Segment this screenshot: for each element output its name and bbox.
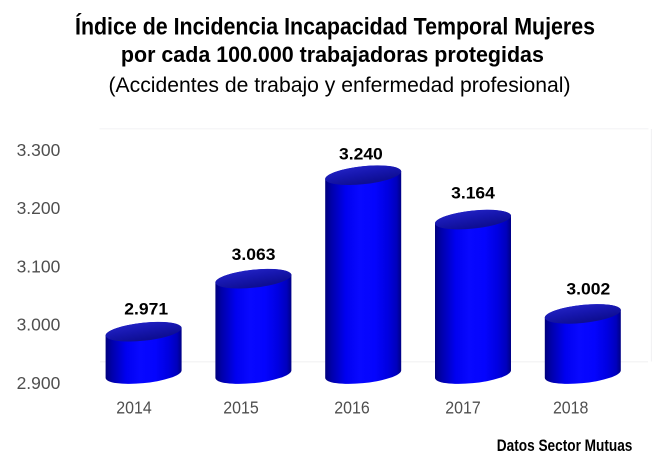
svg-text:Índice de Incidencia Incapacid: Índice de Incidencia Incapacidad Tempora…	[75, 13, 595, 41]
svg-text:3.000: 3.000	[17, 315, 61, 335]
svg-text:3.002: 3.002	[566, 279, 610, 298]
svg-text:3.063: 3.063	[232, 245, 276, 264]
svg-text:(Accidentes de trabajo y enfer: (Accidentes de trabajo y enfermedad prof…	[109, 73, 571, 97]
svg-text:2015: 2015	[223, 397, 259, 417]
svg-text:Datos Sector Mutuas: Datos Sector Mutuas	[497, 436, 633, 455]
svg-text:3.100: 3.100	[17, 256, 61, 276]
svg-text:2014: 2014	[116, 397, 152, 417]
svg-text:2018: 2018	[553, 397, 589, 417]
svg-text:3.300: 3.300	[17, 140, 61, 160]
svg-text:2016: 2016	[334, 397, 370, 417]
svg-text:2.900: 2.900	[17, 373, 61, 393]
svg-text:2017: 2017	[445, 397, 481, 417]
svg-text:3.164: 3.164	[451, 184, 495, 203]
svg-text:3.240: 3.240	[339, 145, 383, 164]
svg-text:3.200: 3.200	[17, 198, 61, 218]
svg-text:por cada 100.000 trabajadoras: por cada 100.000 trabajadoras protegidas	[121, 42, 544, 67]
svg-text:2.971: 2.971	[124, 299, 168, 318]
